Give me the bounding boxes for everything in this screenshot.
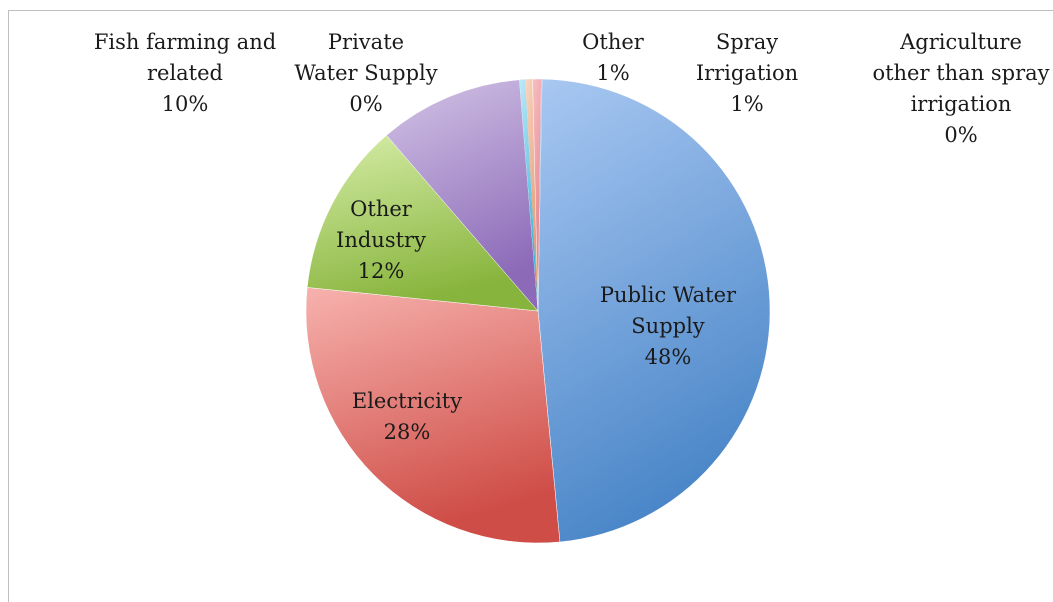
slice-label-line: Agriculture bbox=[899, 30, 1022, 54]
slice-label-line: Water Supply bbox=[294, 61, 437, 85]
pie-slices bbox=[305, 78, 771, 544]
slice-label-line: other than spray bbox=[872, 61, 1049, 85]
slice-label-other: Other 1% bbox=[582, 30, 645, 85]
slice-percent: 0% bbox=[944, 123, 977, 147]
slice-label-line: irrigation bbox=[911, 92, 1012, 116]
slice-label-line: Industry bbox=[336, 228, 426, 252]
slice-label-spray-irrigation: Spray Irrigation 1% bbox=[696, 30, 798, 116]
pie-slice-other bbox=[525, 79, 538, 311]
slice-percent: 28% bbox=[384, 420, 431, 444]
slice-label-agriculture-other: Agriculture other than spray irrigation 0% bbox=[872, 30, 1049, 147]
pie-slice-other-industry bbox=[306, 134, 539, 312]
slice-percent: 10% bbox=[162, 92, 209, 116]
slice-label-line: Other bbox=[582, 30, 645, 54]
slice-label-line: Supply bbox=[631, 314, 705, 338]
pie-slice-spray-irrigation bbox=[532, 78, 542, 312]
pie-slice-public-water-supply bbox=[537, 78, 771, 543]
slice-label-line: Electricity bbox=[352, 389, 462, 413]
slice-percent: 12% bbox=[358, 259, 405, 283]
slice-label-fish-farming: Fish farming and related 10% bbox=[94, 30, 276, 116]
pie-slice-private-water-supply bbox=[519, 79, 538, 311]
slice-label-line: Private bbox=[328, 30, 404, 54]
slice-label-public-water-supply: Public Water Supply 48% bbox=[600, 283, 737, 369]
pie-slice-electricity bbox=[305, 287, 561, 544]
slice-percent: 1% bbox=[730, 92, 763, 116]
slice-label-line: Public Water bbox=[600, 283, 737, 307]
slice-label-other-industry: Other Industry 12% bbox=[336, 197, 426, 283]
slice-label-line: Fish farming and bbox=[94, 30, 276, 54]
slice-label-private-water-supply: Private Water Supply 0% bbox=[294, 30, 437, 116]
slice-label-line: related bbox=[147, 61, 223, 85]
pie-labels: Public Water Supply 48% Electricity 28% Other… bbox=[94, 30, 1050, 444]
slice-label-line: Other bbox=[350, 197, 413, 221]
pie-slice-fish-farming bbox=[386, 79, 539, 312]
slice-percent: 1% bbox=[596, 61, 629, 85]
slice-percent: 0% bbox=[349, 92, 382, 116]
slice-label-electricity: Electricity 28% bbox=[352, 389, 462, 444]
slice-label-line: Irrigation bbox=[696, 61, 798, 85]
pie-slice-agriculture-other bbox=[538, 79, 543, 311]
slice-label-line: Spray bbox=[716, 30, 778, 54]
chart-frame bbox=[8, 10, 1053, 602]
slice-percent: 48% bbox=[645, 345, 692, 369]
